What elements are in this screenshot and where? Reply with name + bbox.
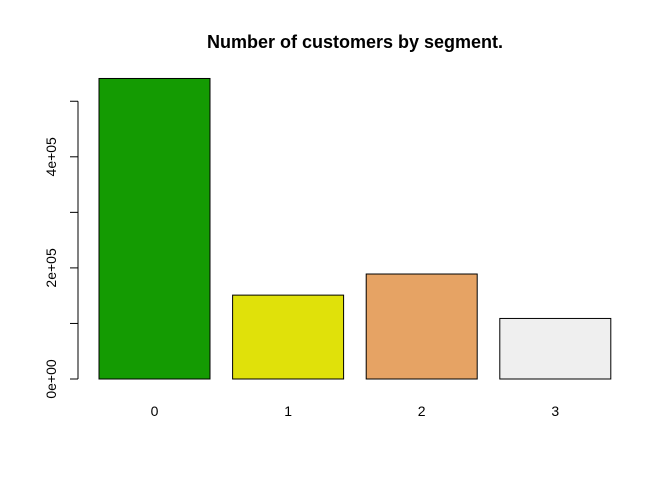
y-tick-label: 4e+05 xyxy=(43,137,59,177)
y-tick-label: 2e+05 xyxy=(43,248,59,288)
x-axis-labels: 0 1 2 3 xyxy=(151,403,560,419)
y-tick-label: 0e+00 xyxy=(43,359,59,399)
bars-group xyxy=(98,77,612,380)
x-tick-label: 1 xyxy=(284,403,292,419)
x-tick-label: 3 xyxy=(551,403,559,419)
bar-0 xyxy=(98,77,211,380)
y-axis: 0e+00 2e+05 4e+05 xyxy=(43,100,79,399)
x-tick-label: 2 xyxy=(418,403,426,419)
bar-2 xyxy=(365,273,478,380)
bar-1 xyxy=(232,294,345,380)
bar-3 xyxy=(499,317,612,380)
chart-title: Number of customers by segment. xyxy=(207,32,503,52)
x-tick-label: 0 xyxy=(151,403,159,419)
